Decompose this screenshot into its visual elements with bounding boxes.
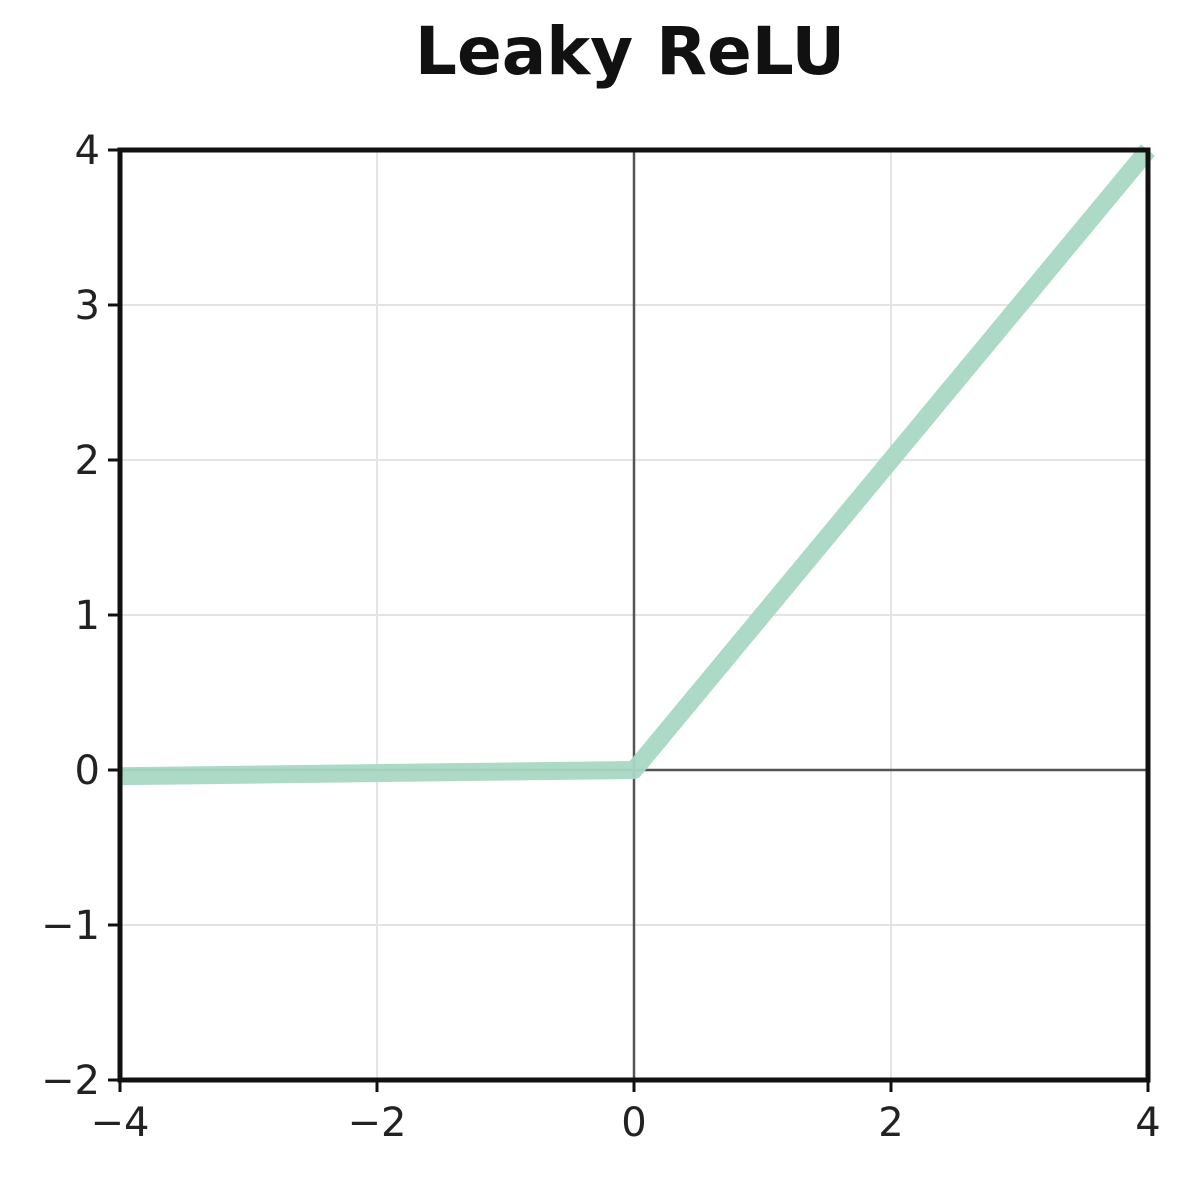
x-tick-label-3: 2 — [878, 1100, 903, 1146]
y-tick-label-2: 0 — [75, 748, 100, 794]
y-tick-label-4: 2 — [75, 438, 100, 484]
chart-title: Leaky ReLU — [414, 13, 846, 90]
x-tick-label-0: −4 — [91, 1100, 150, 1146]
y-tick-label-6: 4 — [75, 128, 100, 174]
series-layer — [119, 144, 1155, 786]
y-tick-label-1: −1 — [41, 903, 100, 949]
y-tick-label-0: −2 — [41, 1058, 100, 1104]
y-tick-label-3: 1 — [75, 593, 100, 639]
x-tick-label-1: −2 — [348, 1100, 407, 1146]
x-tick-label-4: 4 — [1135, 1100, 1160, 1146]
series-line-0 — [119, 144, 1155, 786]
y-tick-label-5: 3 — [75, 283, 100, 329]
x-tick-label-2: 0 — [621, 1100, 646, 1146]
tick-marks — [108, 148, 1150, 1092]
